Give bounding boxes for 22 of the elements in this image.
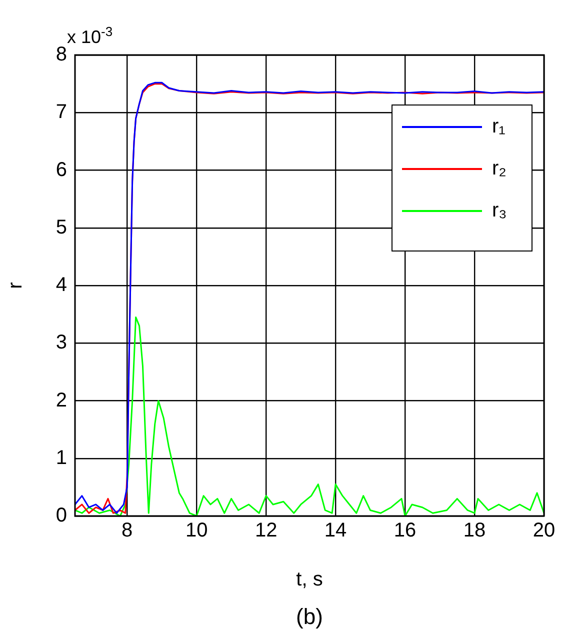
y-tick-label: 2 — [56, 389, 67, 412]
x-tick-label: 12 — [254, 520, 278, 542]
legend-label: r₂ — [492, 158, 506, 180]
text: (b) — [296, 604, 323, 629]
y-tick-label: 1 — [56, 446, 67, 469]
y-tick-label: 7 — [56, 101, 67, 124]
y-tick-label: 0 — [56, 504, 67, 527]
y-tick-label: 5 — [56, 216, 67, 238]
y-tick-label: 3 — [56, 332, 67, 354]
x-tick-label: 8 — [122, 520, 133, 542]
y-tick-label: 6 — [56, 158, 67, 181]
x-tick-label: 10 — [185, 520, 208, 542]
x-tick-label: 18 — [463, 520, 486, 542]
x-tick-label: 20 — [532, 520, 556, 542]
legend-label: r₁ — [492, 116, 506, 138]
x-tick-label: 14 — [324, 520, 347, 542]
y-tick-label: 8 — [56, 44, 67, 66]
x-tick-label: 16 — [394, 520, 416, 542]
legend-label: r₃ — [492, 200, 507, 222]
x-axis-title: t, s — [296, 568, 323, 591]
y-tick-label: 4 — [56, 274, 67, 296]
y-axis-title: r — [4, 282, 27, 289]
